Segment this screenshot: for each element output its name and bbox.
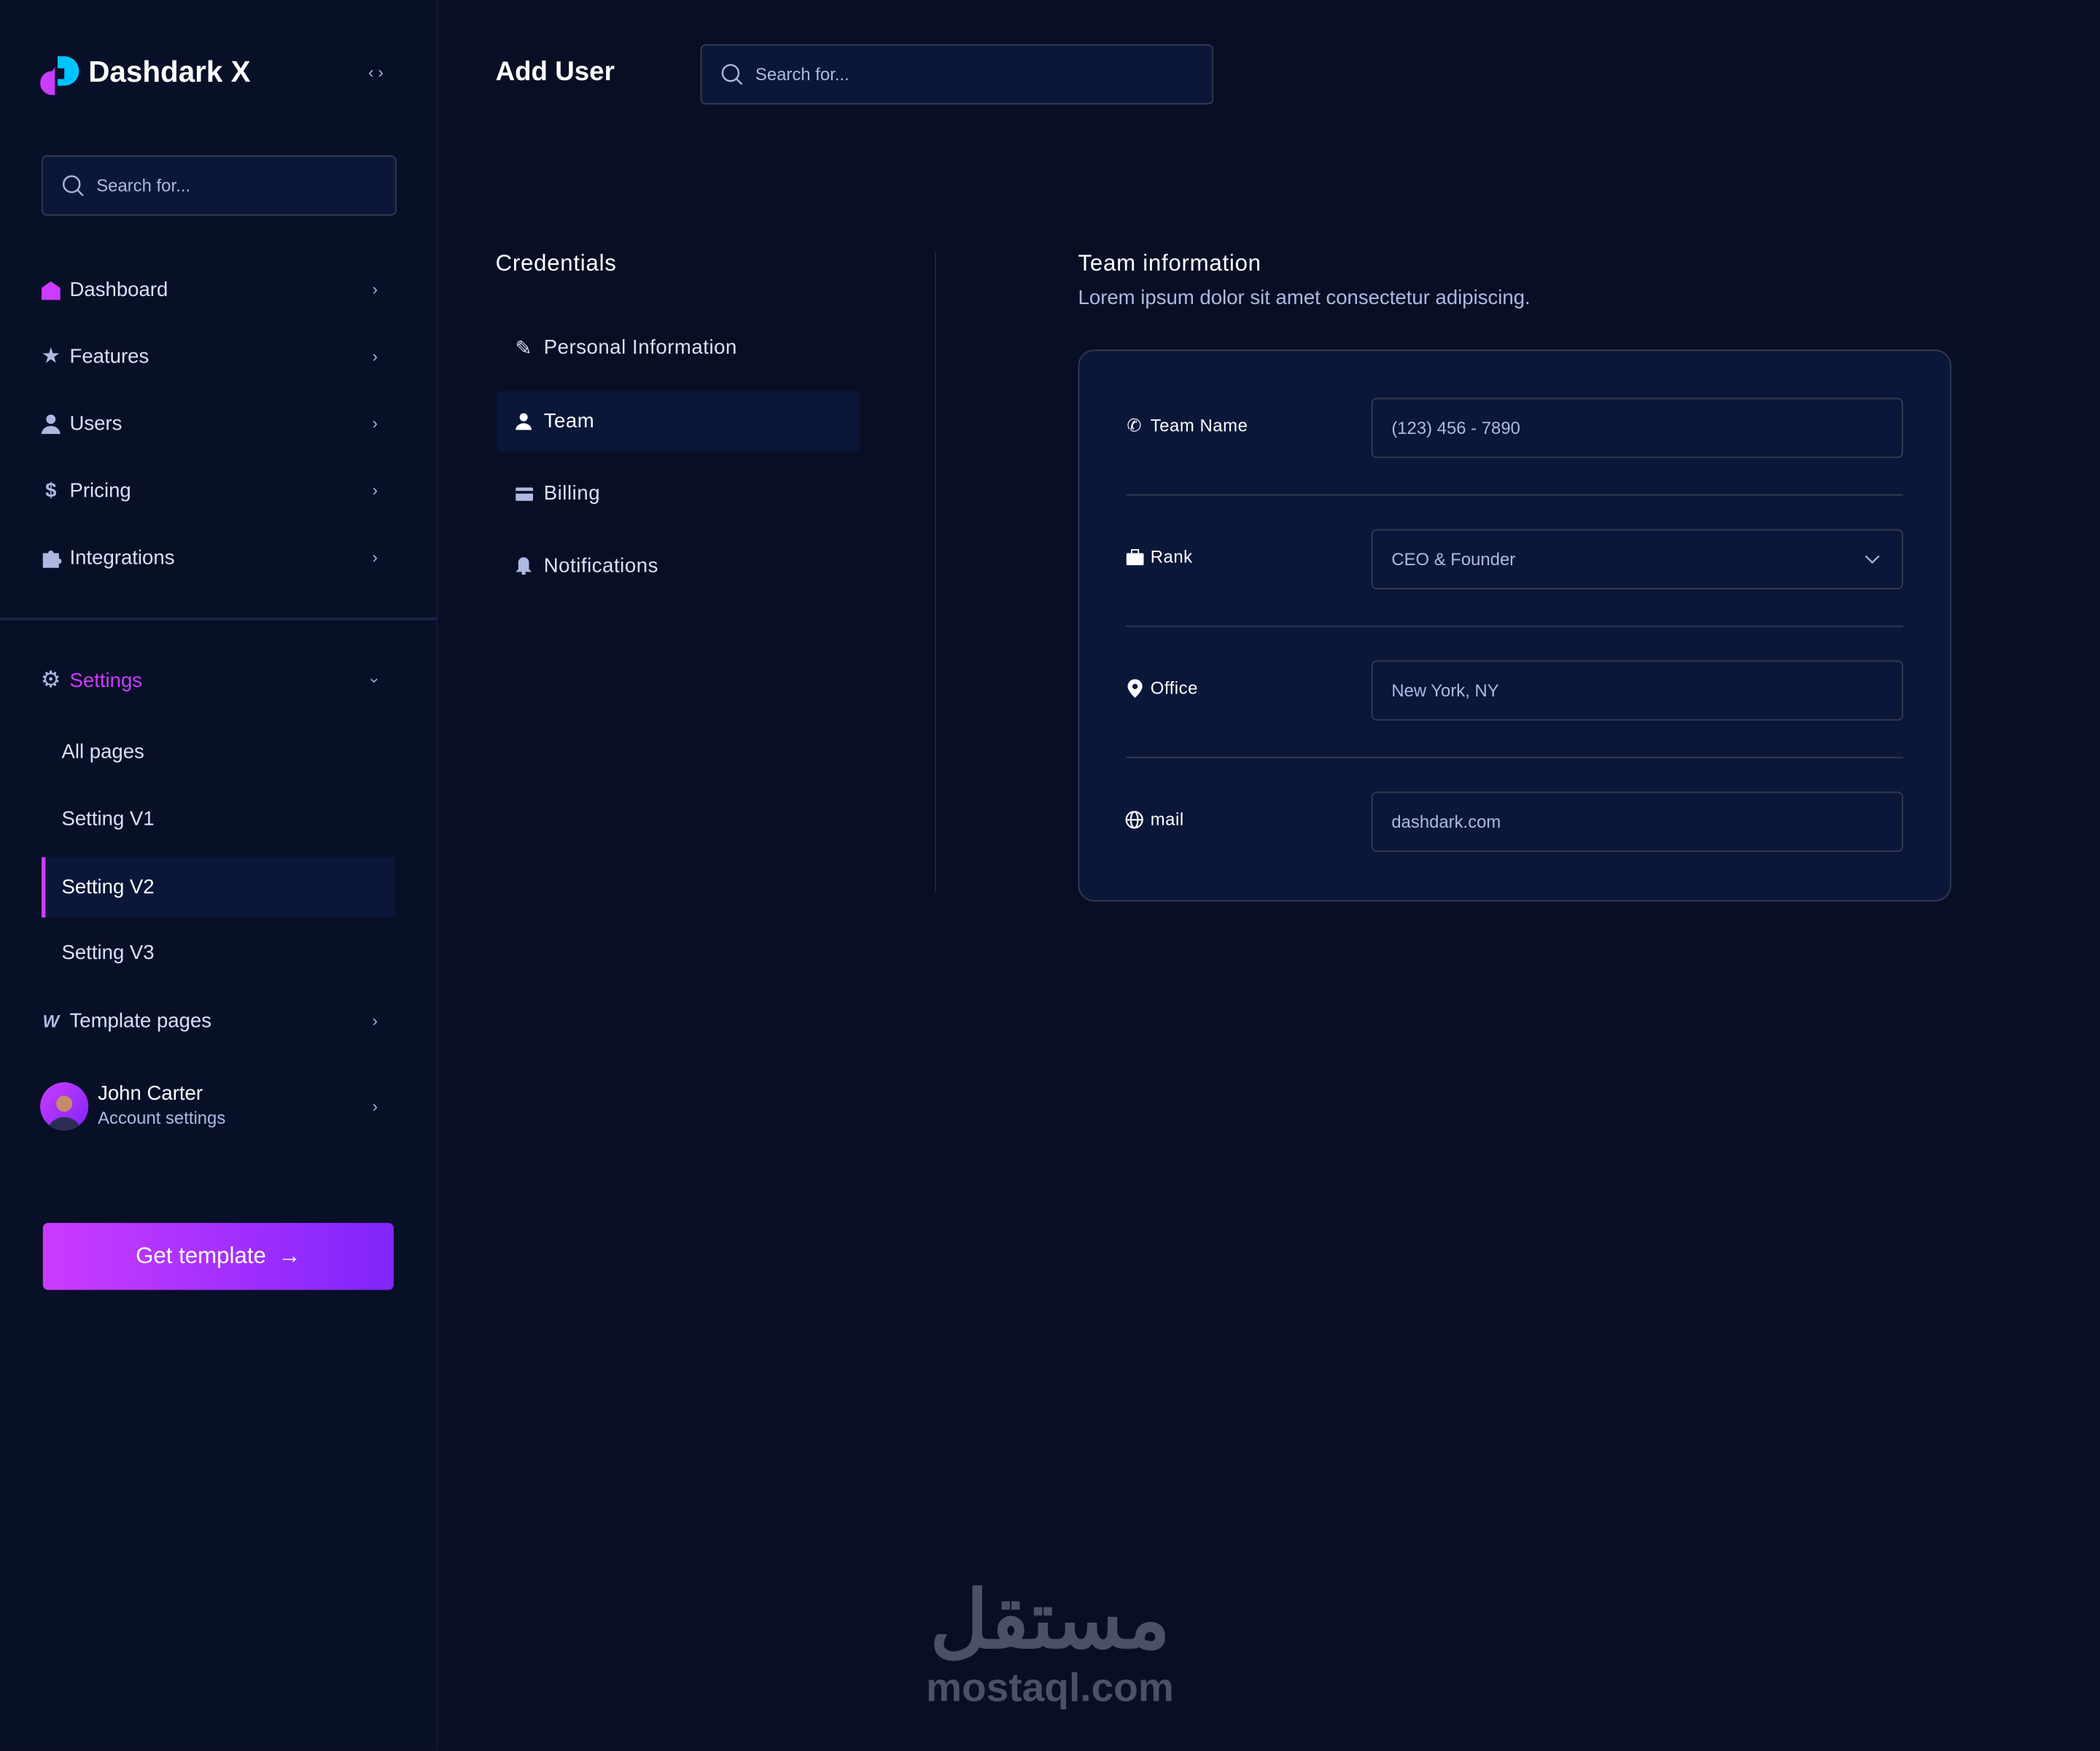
user-account[interactable]: John Carter Account settings › — [40, 1079, 378, 1133]
sidebar-item-label: Template pages — [69, 1009, 212, 1033]
brand-name: Dashdark X — [88, 55, 251, 89]
field-label: mail — [1150, 809, 1184, 829]
vertical-divider — [935, 252, 936, 893]
button-label: Get template — [136, 1243, 266, 1269]
field-label: Team Name — [1150, 415, 1248, 435]
header-search-input[interactable]: Search for... — [700, 44, 1214, 105]
sidebar-item-pricing[interactable]: $ Pricing › — [40, 474, 378, 506]
bell-icon — [514, 557, 533, 575]
user-name: John Carter — [98, 1082, 203, 1106]
menu-personal-information[interactable]: ✎ Personal Information — [497, 317, 860, 378]
team-name-input[interactable]: (123) 456 - 7890 — [1371, 397, 1903, 459]
sidebar-item-dashboard[interactable]: Dashboard › — [40, 273, 378, 306]
chevron-right-icon: › — [372, 279, 378, 299]
chevron-down-icon — [1864, 555, 1880, 564]
team-info-description: Lorem ipsum dolor sit amet consectetur a… — [1078, 287, 1531, 310]
puzzle-icon — [40, 546, 62, 568]
office-input[interactable]: New York, NY — [1371, 660, 1903, 721]
card-icon — [514, 486, 533, 501]
sub-label: Setting V2 — [61, 876, 155, 899]
dollar-icon: $ — [45, 478, 57, 502]
location-icon — [1125, 678, 1144, 698]
menu-notifications[interactable]: Notifications — [497, 536, 860, 597]
chevron-right-icon: › — [372, 1097, 378, 1116]
mail-label: mail — [1125, 789, 1184, 850]
credentials-title: Credentials — [495, 250, 617, 276]
chevron-down-icon: › — [365, 678, 385, 683]
menu-label: Team — [543, 410, 595, 433]
menu-label: Billing — [543, 482, 601, 505]
phone-icon: ✆ — [1127, 414, 1142, 435]
collapse-sidebar-icon[interactable]: ‹ › — [368, 63, 384, 82]
sidebar-item-label: Pricing — [69, 478, 131, 502]
get-template-button[interactable]: Get template → — [42, 1222, 394, 1290]
menu-billing[interactable]: Billing — [497, 463, 860, 524]
gear-icon: ⚙ — [40, 667, 61, 693]
search-icon — [721, 63, 743, 85]
briefcase-icon — [1125, 548, 1144, 565]
search-placeholder: Search for... — [755, 64, 849, 85]
sidebar-item-settings[interactable]: ⚙ Settings › — [40, 664, 384, 696]
sidebar-sub-setting-v3[interactable]: Setting V3 — [42, 923, 395, 983]
chevron-right-icon: › — [372, 346, 378, 366]
mail-input[interactable]: dashdark.com — [1371, 791, 1903, 853]
arrow-right-icon: → — [278, 1243, 301, 1269]
globe-icon — [1125, 810, 1144, 828]
field-value: New York, NY — [1391, 680, 1499, 701]
row-divider — [1126, 756, 1903, 758]
sidebar-sub-all-pages[interactable]: All pages — [42, 722, 395, 783]
field-label: Office — [1150, 678, 1198, 698]
webflow-icon: W — [42, 1010, 60, 1031]
pencil-icon: ✎ — [515, 336, 532, 360]
home-icon — [40, 279, 61, 300]
sidebar-item-template-pages[interactable]: W Template pages › — [40, 1005, 378, 1037]
chevron-right-icon: › — [372, 1011, 378, 1030]
sidebar-divider — [0, 617, 437, 621]
sidebar-item-users[interactable]: Users › — [40, 407, 378, 439]
sub-label: Setting V3 — [61, 941, 155, 965]
chevron-right-icon: › — [372, 414, 378, 433]
team-name-label: ✆ Team Name — [1125, 395, 1248, 456]
sidebar-sub-setting-v2[interactable]: Setting V2 — [41, 857, 395, 918]
sidebar-item-label: Integrations — [69, 546, 175, 569]
row-divider — [1126, 625, 1903, 627]
user-icon — [40, 413, 61, 434]
chevron-right-icon: › — [372, 548, 378, 567]
search-icon — [63, 175, 84, 197]
field-value: (123) 456 - 7890 — [1391, 418, 1520, 438]
menu-label: Personal Information — [543, 336, 737, 360]
team-info-title: Team information — [1078, 250, 1261, 276]
logo-icon — [40, 55, 80, 96]
watermark-latin: mostaql.com — [926, 1666, 1174, 1711]
sub-label: All pages — [61, 740, 144, 764]
search-placeholder: Search for... — [96, 175, 190, 196]
menu-team[interactable]: Team — [497, 391, 860, 451]
sidebar-item-features[interactable]: ★ Features › — [40, 341, 378, 373]
rank-select[interactable]: CEO & Founder — [1371, 529, 1903, 590]
avatar — [40, 1082, 89, 1131]
sub-label: Setting V1 — [61, 807, 155, 831]
field-label: Rank — [1150, 546, 1193, 567]
field-value: dashdark.com — [1391, 812, 1501, 832]
watermark-arabic: مستقل — [930, 1575, 1170, 1666]
user-icon — [514, 413, 533, 430]
rank-label: Rank — [1125, 527, 1193, 587]
sidebar-sub-setting-v1[interactable]: Setting V1 — [42, 789, 395, 850]
office-label: Office — [1125, 658, 1198, 718]
sidebar-search-input[interactable]: Search for... — [41, 155, 397, 216]
menu-label: Notifications — [543, 554, 658, 578]
sidebar-item-label: Users — [69, 411, 122, 435]
sidebar-item-label: Dashboard — [69, 278, 168, 301]
page-title: Add User — [495, 57, 615, 88]
user-subtitle: Account settings — [98, 1107, 226, 1128]
sidebar-item-label: Features — [69, 344, 149, 368]
chevron-right-icon: › — [372, 481, 378, 500]
sidebar-item-integrations[interactable]: Integrations › — [40, 541, 378, 573]
field-value: CEO & Founder — [1391, 549, 1516, 570]
star-icon: ★ — [41, 345, 61, 369]
row-divider — [1126, 494, 1903, 496]
sidebar-item-label: Settings — [69, 669, 143, 692]
